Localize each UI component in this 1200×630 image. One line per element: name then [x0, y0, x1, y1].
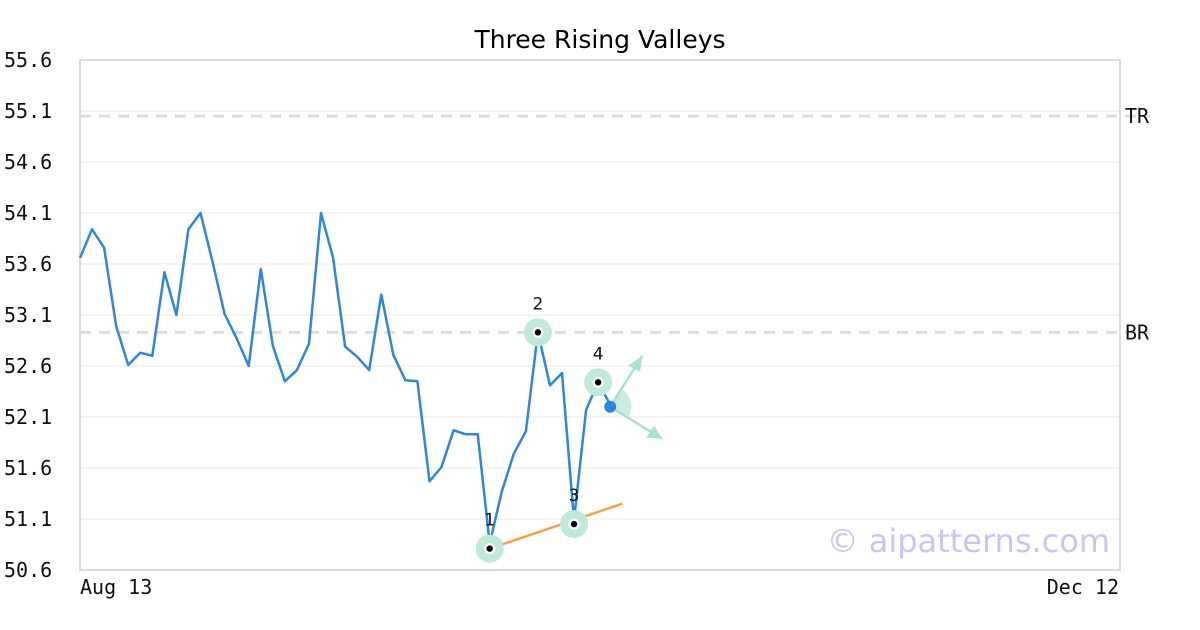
reference-label-br: BR: [1125, 320, 1150, 344]
pattern-annotations: [489, 355, 663, 550]
y-tick-label: 54.6: [4, 150, 52, 174]
y-tick-label: 52.1: [4, 405, 52, 429]
y-tick-label: 51.6: [4, 456, 52, 480]
y-tick-label: 51.1: [4, 507, 52, 531]
pivot-label-4: 4: [593, 344, 604, 364]
watermark: © aipatterns.com: [827, 522, 1110, 560]
pivot-label-1: 1: [484, 511, 495, 531]
pivot-label-2: 2: [532, 294, 543, 314]
plot-frame: [79, 59, 1121, 571]
pivot-points: 1 2 3 4: [475, 294, 613, 563]
pivot-label-3: 3: [569, 486, 580, 506]
chart-title: Three Rising Valleys: [473, 25, 725, 54]
pivot-dot-3: [570, 520, 578, 528]
grid: [80, 59, 1120, 571]
y-tick-label: 54.1: [4, 201, 52, 225]
reference-label-tr: TR: [1125, 104, 1150, 128]
pivot-dot-1: [486, 545, 493, 552]
direction-sector: [610, 388, 632, 418]
reference-lines: TR BR: [80, 104, 1150, 344]
price-series: [78, 211, 617, 545]
current-price-dot: [604, 400, 617, 413]
y-axis: 55.6 55.1 54.6 54.1 53.6 53.1 52.6 52.1 51.6 51.1…: [4, 48, 52, 582]
y-tick-label: 53.6: [4, 252, 52, 276]
price-line: [78, 211, 612, 545]
y-tick-label: 52.6: [4, 354, 52, 378]
x-tick-label-start: Aug 13: [80, 575, 152, 599]
y-tick-label: 55.6: [4, 48, 52, 72]
valley-trendline: [489, 502, 623, 550]
down-arrow-head: [646, 425, 663, 439]
y-tick-label: 50.6: [4, 558, 52, 582]
x-tick-label-end: Dec 12: [1047, 575, 1119, 599]
y-tick-label: 53.1: [4, 303, 52, 327]
pivot-dot-2: [534, 329, 542, 336]
up-arrow-head: [628, 355, 643, 372]
y-tick-label: 55.1: [4, 99, 52, 123]
pivot-dot-4: [594, 379, 602, 386]
